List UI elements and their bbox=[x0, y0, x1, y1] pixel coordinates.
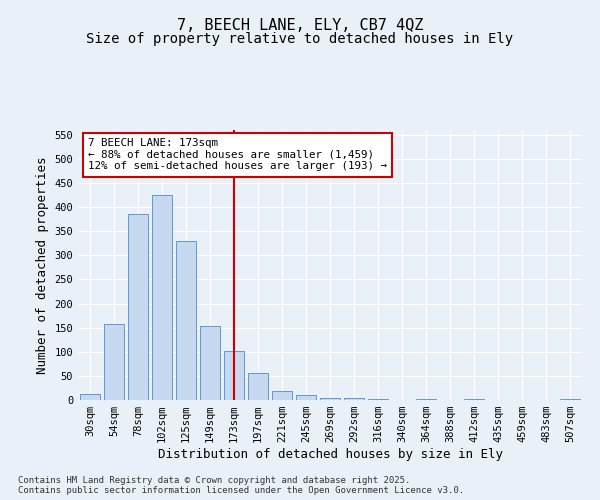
Bar bbox=[104, 324, 124, 400]
Text: 7, BEECH LANE, ELY, CB7 4QZ: 7, BEECH LANE, ELY, CB7 4QZ bbox=[177, 18, 423, 32]
Y-axis label: Number of detached properties: Number of detached properties bbox=[36, 156, 49, 374]
Bar bbox=[368, 398, 388, 400]
Text: Contains HM Land Registry data © Crown copyright and database right 2025.
Contai: Contains HM Land Registry data © Crown c… bbox=[18, 476, 464, 495]
Bar bbox=[152, 195, 172, 400]
Bar bbox=[320, 398, 340, 400]
Bar bbox=[200, 326, 220, 400]
Text: Size of property relative to detached houses in Ely: Size of property relative to detached ho… bbox=[86, 32, 514, 46]
X-axis label: Distribution of detached houses by size in Ely: Distribution of detached houses by size … bbox=[157, 448, 503, 461]
Bar bbox=[272, 392, 292, 400]
Bar bbox=[344, 398, 364, 400]
Bar bbox=[128, 214, 148, 400]
Bar bbox=[464, 399, 484, 400]
Bar bbox=[416, 398, 436, 400]
Bar bbox=[296, 395, 316, 400]
Bar bbox=[560, 398, 580, 400]
Bar bbox=[248, 373, 268, 400]
Bar bbox=[80, 394, 100, 400]
Text: 7 BEECH LANE: 173sqm
← 88% of detached houses are smaller (1,459)
12% of semi-de: 7 BEECH LANE: 173sqm ← 88% of detached h… bbox=[88, 138, 387, 172]
Bar bbox=[224, 351, 244, 400]
Bar bbox=[176, 241, 196, 400]
